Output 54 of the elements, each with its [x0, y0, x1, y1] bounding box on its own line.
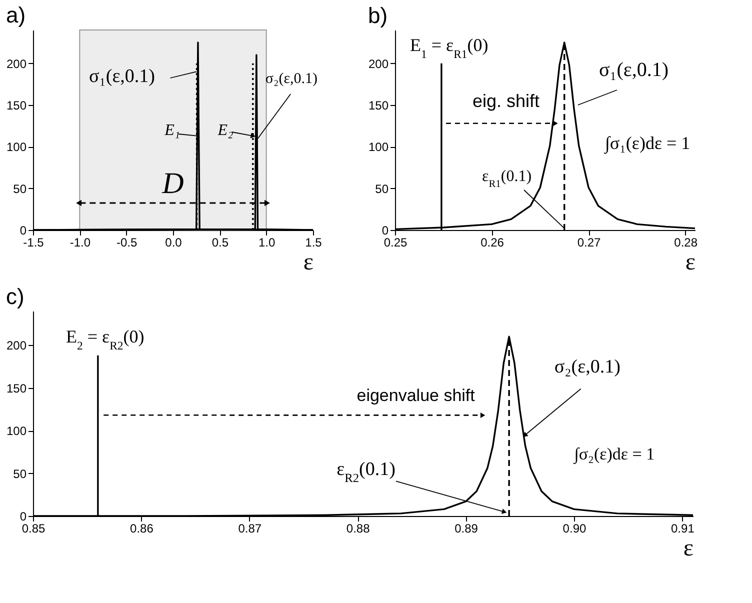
- annotation: σ₂(ε,0.1): [265, 71, 318, 87]
- annotation: ∫σ₁(ε)dε = 1: [604, 133, 690, 154]
- y-tick-label: 0: [20, 510, 27, 524]
- y-tick-label: 150: [6, 381, 27, 396]
- x-tick-label: 0.85: [22, 522, 46, 536]
- y-tick-label: 0: [20, 224, 27, 238]
- x-tick-label: -1.0: [70, 236, 91, 250]
- x-axis-title: ε: [685, 250, 696, 276]
- x-tick-label: -1.5: [23, 236, 44, 250]
- x-tick-label: 0.87: [238, 522, 262, 536]
- band-label: D: [161, 167, 184, 200]
- chart-title: a): [6, 2, 26, 28]
- x-tick-label: 0.89: [454, 522, 478, 536]
- y-tick-label: 50: [13, 182, 27, 196]
- x-tick-label: 0.0: [165, 236, 182, 250]
- x-axis-title: ε: [683, 536, 694, 562]
- annotation: σ₁(ε,0.1): [599, 59, 668, 81]
- annotation: E₂: [216, 122, 234, 139]
- y-tick-label: 50: [375, 182, 389, 196]
- y-tick-label: 200: [6, 56, 27, 71]
- x-tick-label: 0.27: [577, 236, 602, 250]
- x-tick-label: 0.26: [480, 236, 504, 250]
- chart-title: c): [6, 284, 24, 309]
- y-tick-label: 200: [6, 338, 27, 353]
- x-tick-label: 0.91: [671, 522, 695, 536]
- annotation: ε$_{R2}$(0.1): [336, 458, 396, 485]
- annotation: σ₂(ε,0.1): [554, 356, 620, 378]
- annotation: E₁: [164, 122, 180, 139]
- x-tick-label: 0.25: [384, 236, 408, 250]
- y-tick-label: 150: [368, 98, 389, 112]
- x-tick-label: 0.5: [212, 236, 229, 250]
- x-tick-label: 1.5: [305, 236, 322, 250]
- annotation: E$_{2}$ = ε$_{R2}$(0): [66, 326, 144, 352]
- x-tick-label: 0.90: [562, 522, 586, 536]
- y-tick-label: 100: [368, 140, 389, 154]
- annotation: ∫σ₂(ε)dε = 1: [573, 444, 655, 464]
- y-tick-label: 200: [368, 56, 389, 71]
- x-tick-label: -0.5: [116, 236, 138, 250]
- annotation: ε$_{R1}$(0.1): [482, 168, 532, 190]
- x-tick-label: 0.28: [674, 236, 698, 250]
- x-axis-title: ε: [303, 250, 314, 276]
- y-tick-label: 100: [6, 140, 27, 154]
- y-tick-label: 0: [382, 224, 389, 238]
- x-tick-label: 0.86: [130, 522, 154, 536]
- y-tick-label: 100: [6, 424, 27, 438]
- annotation: σ₁(ε,0.1): [89, 66, 155, 87]
- annotation: eig. shift: [472, 91, 540, 111]
- y-tick-label: 150: [6, 98, 27, 112]
- x-tick-label: 0.88: [346, 522, 370, 536]
- x-tick-label: 1.0: [258, 236, 276, 250]
- annotation: E$_{1}$ = ε$_{R1}$(0): [410, 35, 488, 60]
- annotation: eigenvalue shift: [356, 386, 476, 406]
- chart-title: b): [368, 3, 388, 28]
- y-tick-label: 50: [13, 466, 27, 481]
